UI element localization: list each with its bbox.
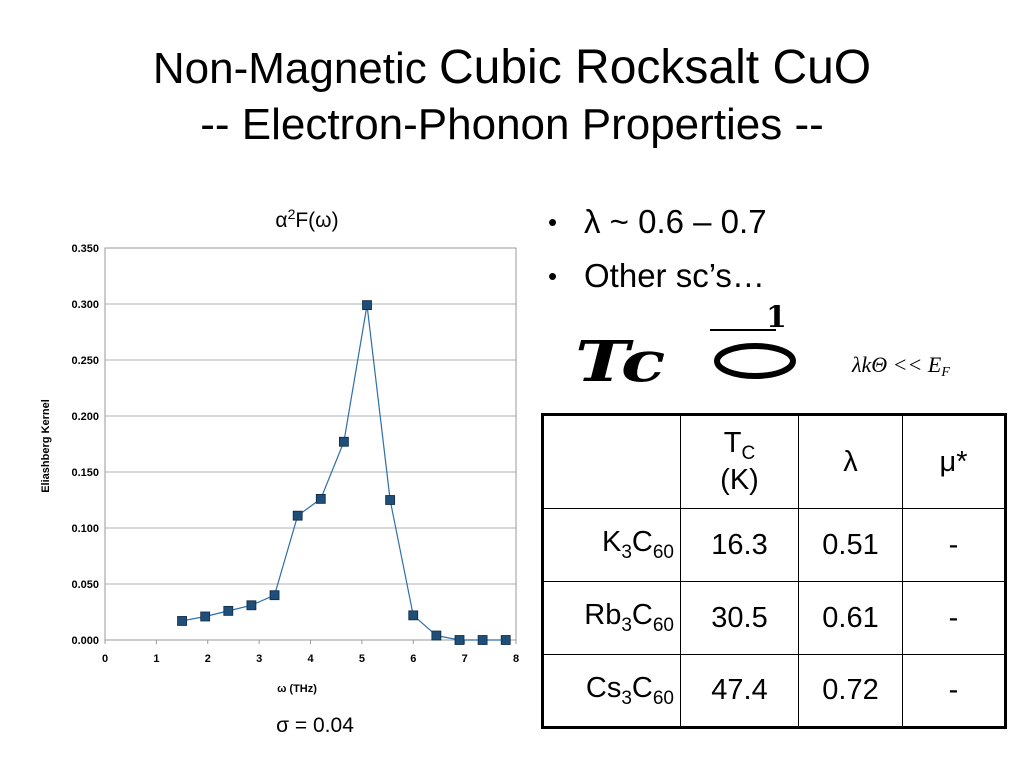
formula-main: Tc bbox=[575, 329, 665, 385]
tc-unit: (K) bbox=[720, 464, 759, 497]
formula-theta-glyph bbox=[714, 343, 796, 379]
chart-title-suffix: F(ω) bbox=[295, 209, 338, 232]
y-axis-label: Eliashberg Kernel bbox=[40, 399, 52, 493]
data-point bbox=[292, 510, 303, 521]
data-point bbox=[454, 635, 465, 645]
title-part-2: Cubic Rocksalt CuO bbox=[439, 41, 872, 94]
data-point bbox=[408, 610, 419, 621]
inequality-main: λkΘ << E bbox=[852, 352, 942, 377]
inequality-formula: λkΘ << EF bbox=[852, 352, 950, 381]
data-point bbox=[177, 616, 187, 626]
bullet-item: • λ ~ 0.6 – 0.7 bbox=[548, 200, 767, 254]
data-point bbox=[362, 300, 372, 311]
grid bbox=[105, 247, 516, 641]
table-cell-material: Cs3C60 bbox=[542, 654, 681, 728]
eliashberg-chart: α2F(ω) 0.0000.0500.1000.1500.2000.2500.3… bbox=[40, 206, 519, 695]
title-line-2: -- Electron-Phonon Properties -- bbox=[200, 100, 824, 149]
data-point bbox=[315, 493, 326, 504]
table-cell-tc: 30.5 bbox=[680, 581, 799, 655]
data-point bbox=[246, 600, 257, 611]
table-cell-lambda: 0.51 bbox=[798, 508, 903, 582]
title-part-1: Non-Magnetic bbox=[152, 44, 439, 93]
bullet-text: Other sc’s… bbox=[584, 257, 765, 294]
table-cell-tc: 47.4 bbox=[680, 654, 799, 728]
data-point bbox=[477, 635, 488, 645]
data-point bbox=[338, 436, 349, 447]
table-row: K3C60 16.3 0.51 - bbox=[542, 508, 1006, 582]
tc-subscript: C bbox=[741, 442, 756, 464]
x-tick-label: 2 bbox=[205, 653, 211, 665]
bullet-dot-icon: • bbox=[548, 261, 558, 291]
x-tick-label: 8 bbox=[513, 653, 519, 665]
superconductor-table: TC (K) λ μ* K3C60 16.3 0.51 - Rb3C60 30.5… bbox=[541, 413, 1007, 729]
y-tick-label: 0.100 bbox=[71, 523, 99, 535]
table-header-mu: μ* bbox=[902, 414, 1006, 509]
plot-area bbox=[104, 247, 517, 641]
y-tick-label: 0.000 bbox=[71, 635, 99, 647]
table-cell-mu: - bbox=[902, 508, 1006, 582]
x-tick-label: 1 bbox=[153, 653, 159, 665]
table-cell-tc: 16.3 bbox=[680, 508, 799, 582]
table-cell-material: K3C60 bbox=[542, 508, 681, 582]
x-tick-label: 7 bbox=[462, 653, 468, 665]
table-row: Rb3C60 30.5 0.61 - bbox=[542, 581, 1006, 655]
data-point bbox=[500, 635, 511, 645]
y-tick-label: 0.150 bbox=[71, 467, 99, 479]
series-line bbox=[181, 305, 506, 641]
chart-title-prefix: α bbox=[275, 209, 287, 232]
data-point bbox=[269, 590, 280, 601]
table-cell-mu: - bbox=[902, 581, 1006, 655]
title-line-1: Non-Magnetic Cubic Rocksalt CuO bbox=[0, 40, 1024, 97]
x-tick-label: 5 bbox=[359, 653, 365, 665]
y-tick-label: 0.300 bbox=[71, 299, 99, 311]
table-cell-lambda: 0.61 bbox=[798, 581, 903, 655]
series bbox=[177, 300, 511, 645]
bullet-list: • λ ~ 0.6 – 0.7 • Other sc’s… bbox=[548, 200, 767, 308]
x-tick-label: 3 bbox=[256, 653, 262, 665]
data-point bbox=[431, 630, 442, 641]
data-point bbox=[385, 495, 396, 505]
y-tick-labels: 0.000 0.050 0.100 0.150 0.200 0.250 0.300 0.350 bbox=[71, 243, 99, 647]
table-header-empty bbox=[542, 414, 681, 509]
formula-numerator: 1 bbox=[766, 305, 787, 335]
x-tick-label: 6 bbox=[410, 653, 416, 665]
table-header-lambda: λ bbox=[798, 414, 903, 509]
table-cell-mu: - bbox=[902, 654, 1006, 728]
table-row: Cs3C60 47.4 0.72 - bbox=[542, 654, 1006, 728]
chart-title-sup: 2 bbox=[288, 206, 296, 222]
x-axis-label: ω (THz) bbox=[277, 683, 317, 695]
x-tick-label: 0 bbox=[102, 653, 108, 665]
y-tick-label: 0.250 bbox=[71, 355, 99, 367]
table-header-tc: TC (K) bbox=[680, 414, 799, 509]
x-tick-label: 4 bbox=[307, 653, 314, 665]
y-tick-label: 0.200 bbox=[71, 411, 99, 423]
chart-title: α2F(ω) bbox=[275, 206, 338, 232]
formula-image: 1 Tc bbox=[575, 305, 796, 385]
y-tick-label: 0.350 bbox=[71, 243, 99, 255]
x-tick-labels: 0 1 2 3 4 5 6 7 8 bbox=[102, 640, 519, 665]
data-point bbox=[223, 605, 234, 616]
sigma-annotation: σ = 0.04 bbox=[276, 714, 354, 737]
table-header-row: TC (K) λ μ* bbox=[542, 414, 1006, 509]
bullet-text: λ ~ 0.6 – 0.7 bbox=[584, 203, 767, 240]
y-tick-label: 0.050 bbox=[71, 579, 99, 591]
bullet-item: • Other sc’s… bbox=[548, 254, 767, 308]
data-point bbox=[200, 611, 211, 622]
inequality-subscript: F bbox=[941, 365, 950, 380]
table-cell-lambda: 0.72 bbox=[798, 654, 903, 728]
bullet-dot-icon: • bbox=[548, 207, 558, 237]
slide-title: Non-Magnetic Cubic Rocksalt CuO -- Elect… bbox=[0, 40, 1024, 153]
table-cell-material: Rb3C60 bbox=[542, 581, 681, 655]
tc-symbol: T bbox=[723, 426, 742, 459]
